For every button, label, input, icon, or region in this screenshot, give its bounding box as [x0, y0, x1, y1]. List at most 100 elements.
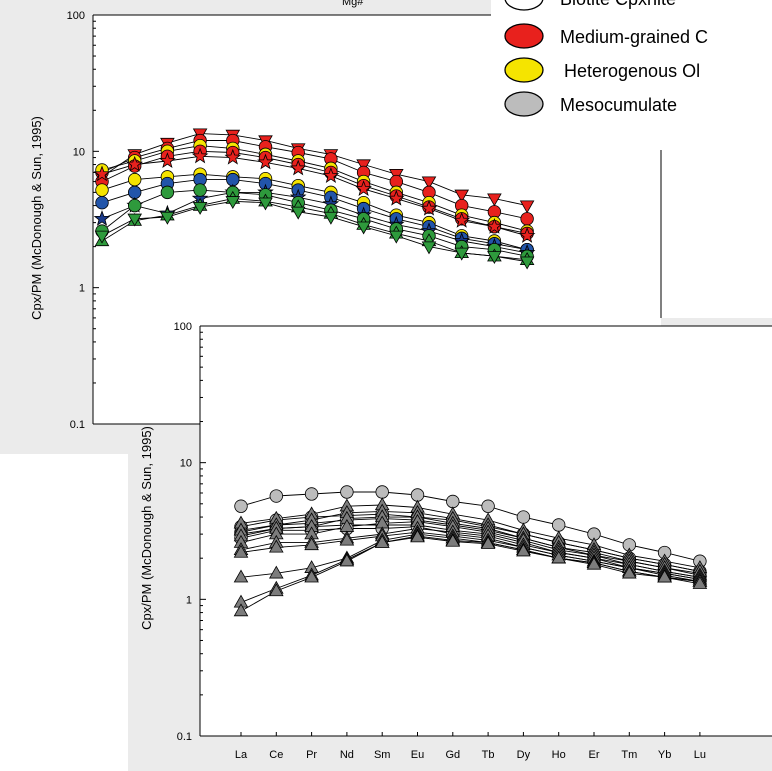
top-series-4-point-10	[420, 199, 438, 216]
top-series-8-point-3	[193, 183, 207, 197]
bot-series-13-point-4	[374, 534, 390, 548]
top-series-0-point-13	[519, 200, 535, 214]
bot-series-13-point-6	[445, 533, 461, 547]
bot-series-10-point-0	[233, 544, 249, 558]
top-series-0-point-10	[421, 176, 437, 190]
bot-series-5-line	[240, 504, 700, 569]
bot-xtick-label-1: Ce	[269, 749, 283, 761]
bot-ytick-label-1: 1	[186, 594, 192, 606]
top-series-4-point-2	[159, 152, 176, 169]
bot-series-11-point-1	[268, 565, 284, 579]
top-series-10-point-12	[487, 251, 502, 264]
bot-xtick-label-10: Er	[589, 749, 600, 761]
bot-series-0-point-2	[304, 487, 319, 501]
top-series-10-point-4	[225, 196, 241, 210]
bot-xtick-label-13: Lu	[694, 749, 706, 761]
top-ytick-label-0: 0.1	[70, 419, 85, 431]
bot-series-13-point-9	[551, 550, 567, 564]
bot-series-0-point-1	[269, 489, 284, 503]
legend-label-3: Mesocumulate	[560, 95, 677, 115]
bot-xtick-label-11: Tm	[621, 749, 637, 761]
bot-series-13-point-2	[304, 569, 319, 583]
top-series-8-point-2	[160, 185, 175, 200]
bot-xtick-label-8: Dy	[517, 749, 531, 761]
legend-marker-0	[504, 0, 544, 11]
bot-xtick-label-4: Sm	[374, 749, 391, 761]
bot-series-13-point-3	[339, 553, 355, 567]
top-series-10-point-5	[258, 197, 273, 211]
top-series-10-point-2	[160, 211, 175, 225]
top-series-10-point-3	[192, 201, 208, 215]
top-series-4-point-9	[388, 189, 405, 206]
top-series-4-point-7	[322, 167, 340, 183]
bot-series-13-point-10	[586, 556, 602, 570]
bot-series-13-point-7	[480, 536, 496, 549]
top-series-10-point-11	[454, 247, 470, 261]
top-series-4-point-6	[289, 159, 307, 176]
bot-series-10-point-1	[268, 539, 284, 553]
bot-xtick-label-0: La	[235, 749, 248, 761]
bot-series-13-point-0	[233, 603, 249, 617]
top-ytick-label-3: 100	[67, 10, 85, 22]
bot-xtick-label-7: Tb	[482, 749, 495, 761]
top-series-4-point-0	[93, 165, 111, 182]
bot-series-10-point-2	[304, 537, 319, 551]
bot-series-13-point-13	[692, 576, 708, 589]
bot-series-0-point-7	[481, 499, 495, 513]
bot-series-0-point-3	[340, 485, 354, 499]
top-series-10-point-10	[421, 241, 437, 255]
top-ytick-label-1: 1	[79, 283, 85, 295]
bot-series-0-point-6	[446, 494, 460, 509]
top-series-10-point-0	[94, 230, 110, 244]
bot-xtick-label-3: Nd	[340, 749, 354, 761]
top-series-10-point-1	[127, 213, 143, 227]
bot-ytick-label-2: 10	[180, 458, 192, 470]
top-series-10-point-6	[290, 206, 306, 220]
bot-series-10-point-3	[339, 532, 355, 546]
top-ytick-label-2: 10	[73, 146, 85, 158]
top-series-7-point-0	[93, 210, 111, 226]
bot-series-13-point-1	[268, 583, 284, 597]
top-series-10-point-9	[388, 230, 404, 244]
bot-xtick-label-6: Gd	[445, 749, 460, 761]
bot-xtick-label-9: Ho	[552, 749, 566, 761]
top-series-10-point-7	[323, 211, 339, 225]
bot-series-13-point-5	[410, 529, 425, 543]
bot-series-0-point-5	[410, 488, 425, 502]
top-series-4-point-4	[224, 148, 242, 165]
bot-series-13-point-8	[516, 543, 531, 557]
bot-xtick-label-2: Pr	[306, 749, 317, 761]
bot-series-0-point-4	[375, 485, 389, 499]
legend-label-0: Biotite Cpxnite	[560, 0, 676, 9]
top-series-4-point-8	[355, 180, 372, 196]
top-series-8-point-1	[127, 198, 142, 213]
bot-series-0-point-8	[516, 510, 531, 524]
bot-xtick-label-12: Yb	[658, 749, 671, 761]
top-mg-label: Mg#	[342, 0, 364, 8]
bot-series-0-point-0	[234, 499, 248, 513]
top-series-10-line	[101, 200, 528, 263]
top-series-0-point-12	[487, 193, 502, 207]
bot-series-13-point-11	[621, 565, 637, 579]
legend-marker-2	[504, 57, 544, 83]
top-series-4-point-3	[191, 147, 209, 164]
bot-series-13-point-12	[657, 569, 672, 583]
top-series-4-point-13	[518, 227, 536, 243]
bot-xtick-label-5: Eu	[411, 749, 424, 761]
top-series-4-point-12	[486, 217, 503, 234]
bot-series-11-point-0	[233, 569, 249, 583]
top-series-6-point-0	[95, 195, 109, 210]
bot-ytick-label-3: 100	[174, 321, 192, 333]
bot-ytick-label-0: 0.1	[177, 731, 192, 743]
bot-series-0-point-9	[552, 518, 566, 532]
legend-marker-3	[504, 91, 544, 117]
bot-y-axis-label: Cpx/PM (McDonough & Sun, 1995)	[139, 426, 154, 630]
top-series-4-point-11	[453, 211, 470, 228]
top-y-axis-label: Cpx/PM (McDonough & Sun, 1995)	[29, 116, 44, 320]
top-series-4-point-5	[257, 153, 274, 170]
top-series-4-point-1	[126, 155, 143, 172]
top-series-10-point-13	[519, 256, 535, 270]
top-series-10-point-8	[356, 221, 371, 235]
